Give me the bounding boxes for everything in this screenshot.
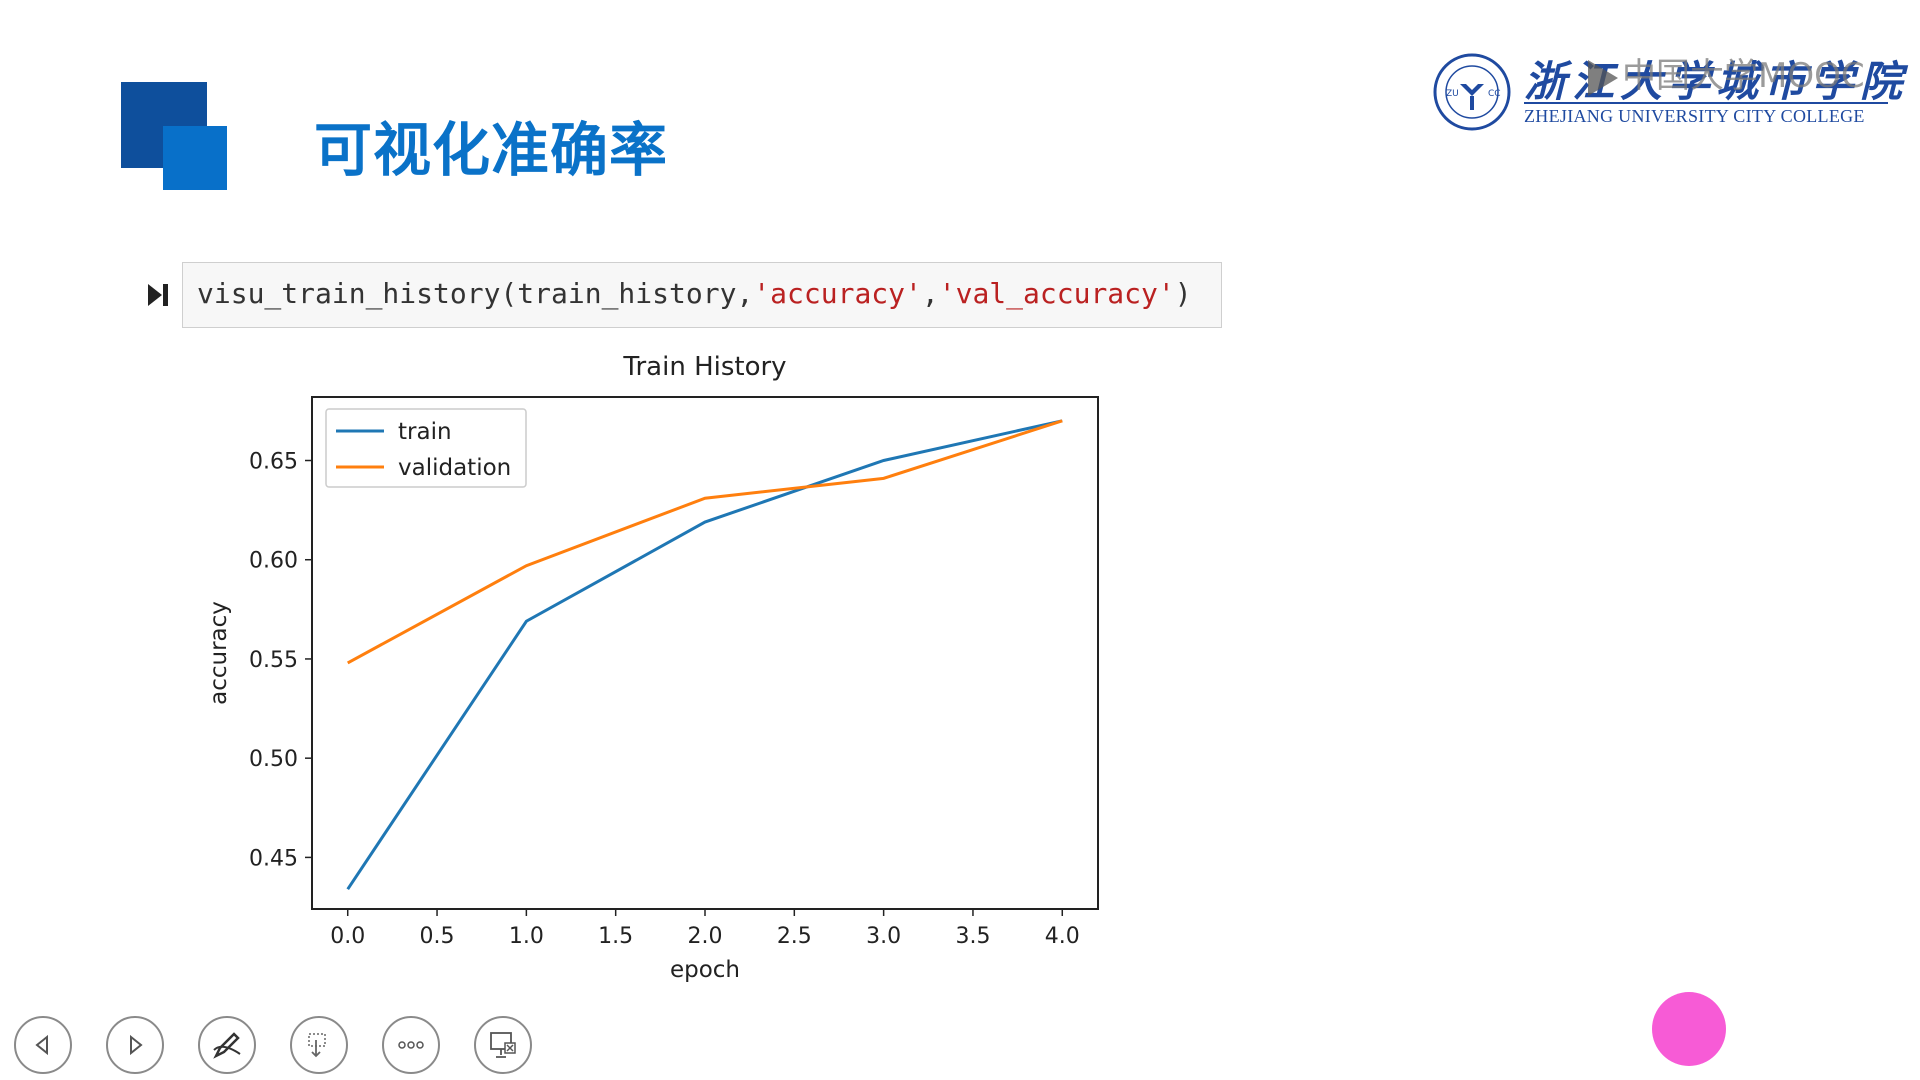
series-line-train (346, 419, 1063, 890)
mooc-watermark: 中国大学MOOC (1588, 48, 1865, 97)
code-suffix: ) (1174, 277, 1192, 310)
slide-title: 可视化准确率 (314, 116, 669, 184)
y-tick-label: 0.65 (249, 450, 298, 475)
mooc-watermark-text: 中国大学MOOC (1622, 56, 1865, 96)
end-show-button[interactable] (474, 1016, 532, 1074)
y-tick-label: 0.50 (249, 747, 298, 772)
pointer-cursor-dot (1652, 992, 1726, 1066)
pen-icon (213, 1032, 241, 1059)
pointer-icon (308, 1033, 326, 1058)
x-tick-label: 4.0 (1045, 924, 1080, 949)
x-tick-label: 1.0 (509, 924, 544, 949)
code-line: visu_train_history(train_history,'accura… (197, 277, 1192, 310)
previous-button[interactable] (14, 1016, 72, 1074)
y-tick-label: 0.60 (249, 549, 298, 574)
next-button[interactable] (106, 1016, 164, 1074)
screen-close-icon (490, 1032, 516, 1058)
train-history-chart: Train History 0.0 0.5 1.0 1.5 2.0 2.5 3.0 3.5 4.0… (206, 352, 1099, 983)
more-dots-icon (398, 1041, 424, 1049)
pen-button[interactable] (198, 1016, 256, 1074)
seal-text-right: CC (1488, 89, 1501, 99)
y-axis-label: accuracy (206, 601, 232, 705)
series-line-validation (347, 419, 1063, 665)
more-button[interactable] (382, 1016, 440, 1074)
x-tick-label: 3.0 (866, 924, 901, 949)
college-name-chinese: 浙江大学城市学院 (1524, 57, 1909, 106)
x-tick-label: 2.0 (688, 924, 723, 949)
pointer-button[interactable] (290, 1016, 348, 1074)
x-tick-label: 3.5 (955, 924, 990, 949)
seal-text-left: ZU (1446, 89, 1459, 99)
legend-label-train: train (398, 419, 452, 445)
college-name-english: ZHEJIANG UNIVERSITY CITY COLLEGE (1524, 106, 1865, 126)
x-tick-label: 0.5 (420, 924, 455, 949)
code-prefix: visu_train_history(train_history, (197, 277, 754, 310)
college-seal-icon: ZU CC (1433, 53, 1511, 131)
x-axis-label: epoch (670, 957, 740, 983)
code-arg-accuracy: 'accuracy' (753, 277, 922, 310)
run-cell-icon[interactable] (146, 282, 170, 308)
triangle-right-icon (130, 1034, 143, 1056)
title-square-front (163, 126, 227, 190)
logo-divider (1524, 102, 1888, 104)
chart-title: Train History (622, 352, 786, 382)
y-tick-label: 0.55 (249, 648, 298, 673)
x-tick-label: 2.5 (777, 924, 812, 949)
code-separator: , (921, 277, 939, 310)
y-tick-label: 0.45 (249, 846, 298, 871)
legend-label-validation: validation (398, 455, 511, 481)
college-logo: ZU CC 浙江大学城市学院 ZHEJIANG UNIVERSITY CITY … (1432, 50, 1902, 136)
mooc-play-icon (1588, 59, 1618, 96)
x-tick-label: 1.5 (598, 924, 633, 949)
code-cell[interactable]: visu_train_history(train_history,'accura… (182, 262, 1222, 328)
triangle-left-icon (35, 1034, 48, 1056)
code-arg-val-accuracy: 'val_accuracy' (938, 277, 1175, 310)
x-tick-label: 0.0 (330, 924, 365, 949)
